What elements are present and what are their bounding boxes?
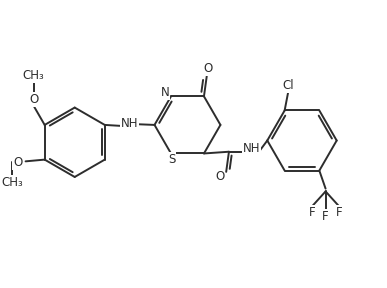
Text: Cl: Cl	[282, 79, 294, 92]
Text: N: N	[160, 86, 169, 99]
Text: CH₃: CH₃	[23, 69, 45, 82]
Text: F: F	[336, 206, 343, 219]
Text: S: S	[168, 153, 175, 166]
Text: NH: NH	[243, 142, 260, 155]
Text: NH: NH	[121, 118, 139, 130]
Text: F: F	[308, 206, 315, 219]
Text: O: O	[215, 170, 224, 183]
Text: O: O	[13, 156, 22, 169]
Text: O: O	[204, 62, 213, 75]
Text: CH₃: CH₃	[2, 176, 23, 189]
Text: F: F	[322, 210, 329, 223]
Text: O: O	[29, 93, 38, 106]
